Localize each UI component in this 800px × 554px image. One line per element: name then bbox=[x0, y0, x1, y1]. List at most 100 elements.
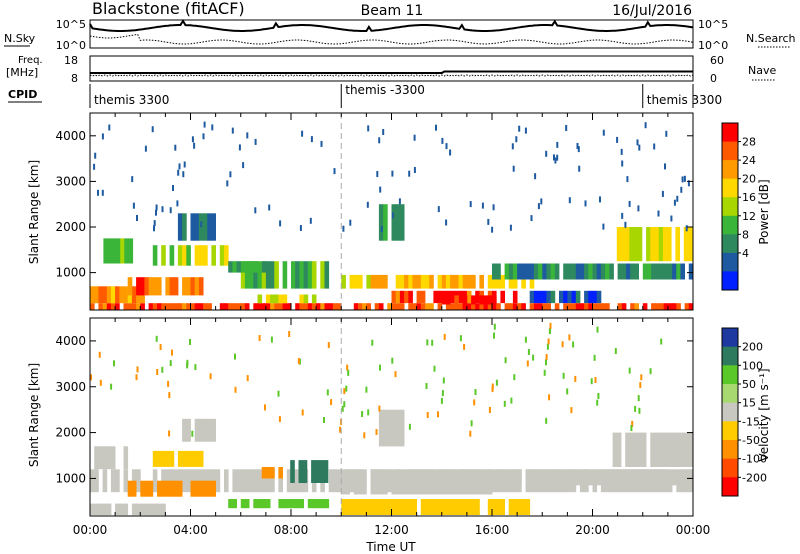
heatmap-cell bbox=[274, 261, 279, 289]
heatmap-cell bbox=[367, 409, 370, 416]
heatmap-cell bbox=[663, 263, 669, 280]
heatmap-cell bbox=[636, 139, 639, 146]
heatmap-cell bbox=[278, 416, 281, 423]
heatmap-cell bbox=[261, 467, 267, 479]
heatmap-cell bbox=[303, 294, 309, 304]
heatmap-cell bbox=[670, 215, 673, 222]
heatmap-cell bbox=[659, 303, 665, 310]
heatmap-cell bbox=[500, 499, 505, 515]
heatmap-cell bbox=[261, 261, 267, 273]
heatmap-cell bbox=[503, 400, 506, 407]
heatmap-cell bbox=[144, 503, 149, 516]
heatmap-cell bbox=[399, 499, 405, 515]
heatmap-cell bbox=[161, 303, 166, 310]
heatmap-cell bbox=[425, 383, 428, 389]
heatmap-cell bbox=[127, 303, 133, 310]
heatmap-cell bbox=[90, 503, 95, 516]
heatmap-cell bbox=[588, 290, 593, 304]
colorbar-tick-label: 16 bbox=[742, 191, 756, 204]
heatmap-cell bbox=[323, 417, 325, 423]
heatmap-cell bbox=[525, 499, 531, 515]
heatmap-cell bbox=[629, 227, 634, 262]
velocity-colorbar-label: Velocity [m s⁻¹] bbox=[757, 368, 771, 461]
heatmap-cell bbox=[277, 390, 280, 397]
heatmap-cell bbox=[387, 499, 392, 515]
heatmap-cell bbox=[596, 263, 602, 280]
heatmap-cell bbox=[102, 446, 108, 470]
heatmap-cell bbox=[588, 263, 593, 280]
heatmap-cell bbox=[124, 238, 129, 264]
heatmap-cell bbox=[320, 303, 325, 310]
heatmap-cell bbox=[358, 469, 363, 495]
heatmap-cell bbox=[524, 127, 527, 134]
heatmap-cell bbox=[412, 303, 417, 310]
heatmap-cell bbox=[270, 467, 275, 479]
heatmap-cell bbox=[651, 469, 656, 486]
heatmap-cell bbox=[676, 195, 679, 202]
heatmap-cell bbox=[496, 469, 501, 486]
heatmap-cell bbox=[545, 417, 548, 424]
heatmap-cell bbox=[148, 503, 154, 516]
heatmap-cell bbox=[327, 342, 330, 349]
heatmap-cell bbox=[496, 263, 501, 280]
heatmap-cell bbox=[512, 165, 515, 172]
heatmap-cell bbox=[155, 209, 157, 216]
heatmap-cell bbox=[152, 277, 158, 296]
colorbar-swatch bbox=[722, 458, 738, 478]
heatmap-cell bbox=[119, 503, 124, 516]
heatmap-cell bbox=[288, 331, 291, 337]
heatmap-cell bbox=[249, 261, 254, 289]
heatmap-cell bbox=[341, 274, 346, 289]
heatmap-cell bbox=[244, 261, 250, 273]
heatmap-cell bbox=[190, 213, 196, 241]
heatmap-cell bbox=[177, 480, 183, 497]
heatmap-cell bbox=[545, 359, 547, 366]
heatmap-cell bbox=[630, 263, 635, 280]
heatmap-cell bbox=[378, 499, 384, 515]
heatmap-cell bbox=[437, 290, 443, 304]
heatmap-cell bbox=[97, 189, 99, 196]
heatmap-cell bbox=[549, 322, 552, 329]
heatmap-cell bbox=[437, 206, 440, 213]
colorbar-swatch bbox=[722, 141, 738, 161]
heatmap-cell bbox=[183, 161, 186, 168]
heatmap-cell bbox=[135, 374, 138, 381]
heatmap-cell bbox=[378, 137, 381, 144]
heatmap-cell bbox=[375, 429, 378, 435]
heatmap-cell bbox=[309, 217, 312, 224]
heatmap-cell bbox=[270, 294, 275, 304]
heatmap-cell bbox=[144, 145, 147, 152]
heatmap-cell bbox=[123, 446, 129, 470]
heatmap-cell bbox=[165, 277, 170, 296]
heatmap-cell bbox=[663, 469, 669, 486]
heatmap-cell bbox=[177, 169, 180, 176]
heatmap-cell bbox=[253, 261, 258, 289]
heatmap-cell bbox=[209, 373, 212, 380]
heatmap-cell bbox=[311, 499, 317, 509]
heatmap-cell bbox=[298, 460, 304, 483]
heatmap-cell bbox=[157, 277, 162, 296]
heatmap-cell bbox=[265, 303, 271, 310]
heatmap-cell bbox=[198, 418, 204, 442]
heatmap-cell bbox=[148, 480, 154, 497]
heatmap-cell bbox=[127, 277, 133, 296]
heatmap-cell bbox=[660, 338, 663, 345]
heatmap-cell bbox=[491, 383, 494, 390]
heatmap-cell bbox=[115, 469, 120, 493]
heatmap-cell bbox=[450, 499, 455, 515]
heatmap-cell bbox=[651, 303, 656, 310]
heatmap-cell bbox=[310, 136, 313, 143]
heatmap-cell bbox=[155, 204, 158, 211]
heatmap-cell bbox=[177, 213, 183, 241]
heatmap-cell bbox=[165, 480, 170, 497]
heatmap-cell bbox=[326, 389, 329, 396]
heatmap-cell bbox=[194, 364, 197, 371]
heatmap-cell bbox=[683, 227, 689, 262]
nave-tick-bottom: 0 bbox=[710, 72, 717, 85]
heatmap-cell bbox=[512, 274, 518, 289]
heatmap-cell bbox=[399, 303, 405, 310]
heatmap-cell bbox=[108, 124, 111, 131]
heatmap-cell bbox=[161, 366, 164, 373]
heatmap-cell bbox=[621, 303, 627, 310]
heatmap-cell bbox=[172, 185, 174, 191]
